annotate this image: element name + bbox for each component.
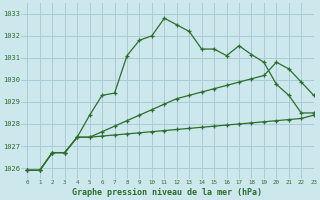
X-axis label: Graphe pression niveau de la mer (hPa): Graphe pression niveau de la mer (hPa) [72, 188, 262, 197]
